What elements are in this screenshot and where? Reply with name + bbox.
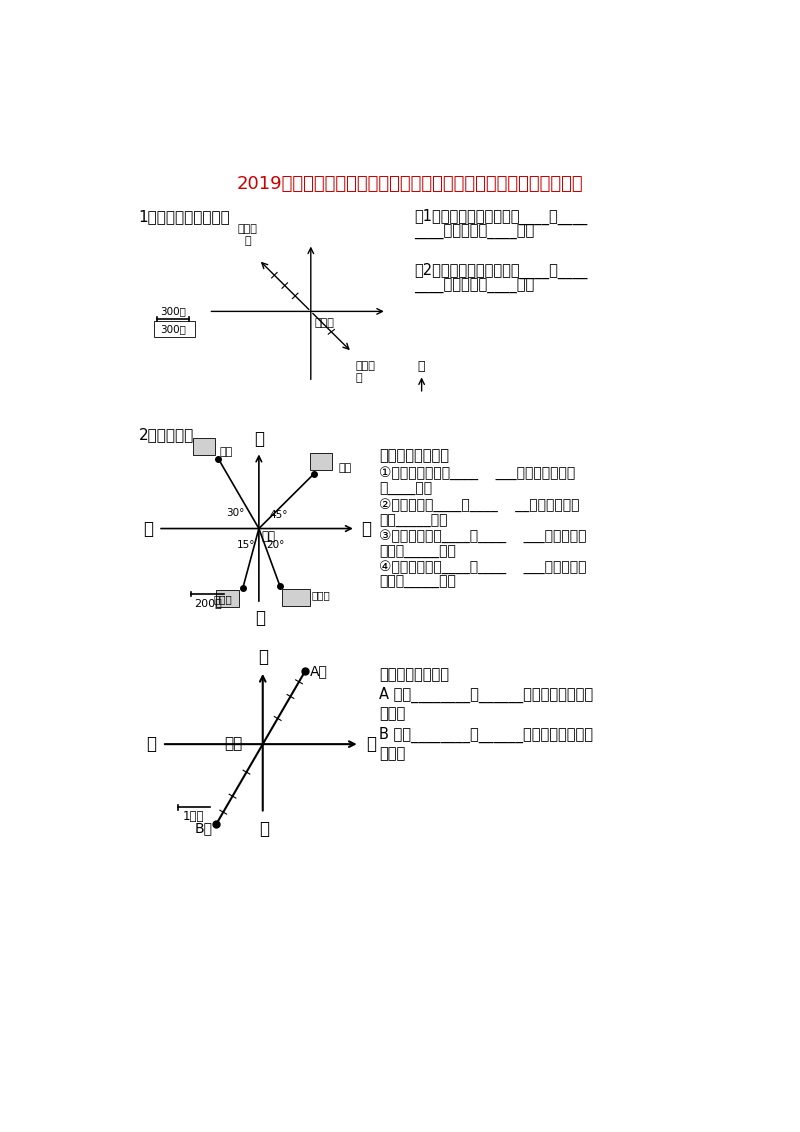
Text: 西: 西 (142, 520, 153, 538)
Text: 书店: 书店 (220, 447, 233, 457)
Text: 南: 南 (255, 609, 266, 627)
Text: 以渔船为观察点：: 以渔船为观察点： (379, 668, 449, 683)
Text: 2019年六年级数学上册位置与方向同步知识点强化复习题含答案解析: 2019年六年级数学上册位置与方向同步知识点强化复习题含答案解析 (237, 174, 583, 192)
Text: 邮局: 邮局 (338, 463, 352, 473)
Text: 1千米: 1千米 (183, 811, 205, 823)
Text: 百货大
楼: 百货大 楼 (356, 361, 376, 383)
Text: ③图书馆在学校____偏____    ___的方向上，: ③图书馆在学校____偏____ ___的方向上， (379, 530, 586, 543)
Bar (216, 591, 239, 607)
Text: 图书馆: 图书馆 (214, 594, 232, 604)
Text: 30°: 30° (226, 508, 245, 518)
Text: 北: 北 (258, 648, 268, 666)
Text: 20°: 20° (266, 540, 285, 550)
Text: 少年宫: 少年宫 (314, 318, 334, 327)
Text: ④电影院在学校____偏____    ___的方向上，: ④电影院在学校____偏____ ___的方向上， (379, 560, 586, 574)
Text: ____方向，距离____米；: ____方向，距离____米； (414, 224, 534, 240)
Text: 东: 东 (366, 735, 376, 753)
Text: 距离是_____米。: 距离是_____米。 (379, 544, 456, 558)
Bar (282, 589, 310, 606)
Text: ①邮局在学校北偏____    ___的方向上，距离: ①邮局在学校北偏____ ___的方向上，距离 (379, 466, 575, 480)
Text: B岛: B岛 (194, 821, 212, 835)
Text: 东: 东 (361, 520, 371, 538)
Text: 电影院: 电影院 (311, 591, 330, 601)
Text: 200米: 200米 (194, 598, 222, 608)
Text: 北: 北 (418, 360, 426, 374)
Text: ____方向，距离____米；: ____方向，距离____米； (414, 278, 534, 293)
Text: 300米: 300米 (160, 324, 186, 334)
Text: 灯塔: 灯塔 (224, 737, 242, 752)
Text: 距离是_____米。: 距离是_____米。 (379, 575, 456, 590)
Text: （2）百货大楼在少年宫的____偏____: （2）百货大楼在少年宫的____偏____ (414, 263, 587, 278)
Text: ②书店在学校____偏____    __的方向上，距: ②书店在学校____偏____ __的方向上，距 (379, 498, 579, 513)
Bar (194, 438, 215, 455)
Text: B 岛在________偏______的方向上，距离是: B 岛在________偏______的方向上，距离是 (379, 727, 593, 743)
Text: 千米；: 千米； (379, 706, 406, 721)
Text: 是____米。: 是____米。 (379, 481, 432, 496)
Text: 北: 北 (254, 430, 264, 447)
Text: 西: 西 (146, 735, 156, 753)
Bar (310, 453, 331, 470)
Text: 离是_____米。: 离是_____米。 (379, 514, 447, 528)
Text: 15°: 15° (238, 540, 256, 550)
Text: A 岛在________偏______的方向上，距离是: A 岛在________偏______的方向上，距离是 (379, 687, 593, 703)
Text: 实验小
学: 实验小 学 (238, 224, 258, 246)
Text: 2、看图填空: 2、看图填空 (138, 427, 194, 443)
Text: 千米。: 千米。 (379, 746, 406, 761)
Text: 以学校为观测点：: 以学校为观测点： (379, 448, 449, 463)
Text: 300米: 300米 (160, 307, 186, 317)
Text: 45°: 45° (269, 509, 287, 520)
Text: A岛: A岛 (310, 663, 328, 678)
Text: 学校: 学校 (262, 530, 275, 543)
Text: 南: 南 (259, 820, 270, 838)
Text: （1）实验小学在少年宫的____偏____: （1）实验小学在少年宫的____偏____ (414, 208, 587, 225)
FancyBboxPatch shape (154, 321, 194, 337)
Text: 1、量一量，说一说。: 1、量一量，说一说。 (138, 209, 230, 224)
